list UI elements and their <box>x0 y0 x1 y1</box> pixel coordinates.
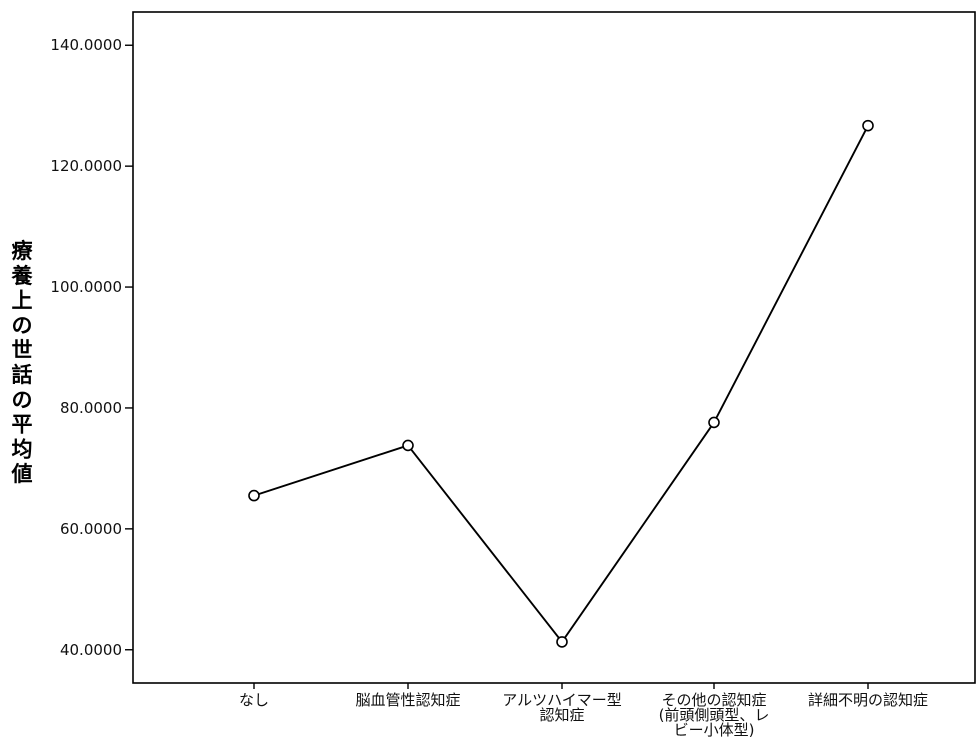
y-tick-label: 80.0000 <box>60 399 122 417</box>
y-axis-label-char: 上 <box>12 289 33 313</box>
y-axis-label-char: 値 <box>11 462 33 486</box>
y-axis-label-char: の <box>12 388 33 412</box>
y-tick-label: 40.0000 <box>60 641 122 659</box>
x-category-label: その他の認知症(前頭側頭型、レビー小体型) <box>659 691 770 739</box>
y-axis-label-char: 均 <box>12 437 33 461</box>
series-line <box>253 125 869 643</box>
y-axis-label-char: 世 <box>12 338 33 362</box>
x-category-label: なし <box>239 691 269 709</box>
y-axis-ticks: 40.0000 60.0000 80.0000 100.0000 120.0000 140… <box>50 36 133 659</box>
data-point-marker <box>708 416 720 429</box>
y-tick-label: 120.0000 <box>50 157 122 175</box>
y-tick-label: 100.0000 <box>50 278 122 296</box>
y-axis-label-char: 療 <box>12 239 34 263</box>
data-point-marker <box>248 489 260 502</box>
y-axis-label-char: 平 <box>12 413 33 437</box>
data-point-marker <box>862 119 874 132</box>
data-point-marker <box>556 636 568 648</box>
y-axis-label-char: 話 <box>12 363 33 387</box>
data-point-marker <box>402 439 414 452</box>
plot-area-frame <box>132 11 976 684</box>
x-category-label: 脳血管性認知症 <box>355 691 460 709</box>
y-axis-label-char: 養 <box>11 264 34 288</box>
x-category-label: アルツハイマー型認知症 <box>502 691 622 724</box>
x-axis-category-labels: なし 脳血管性認知症 アルツハイマー型認知症 その他の認知症(前頭側頭型、レビー小体型… <box>239 683 928 739</box>
y-axis-label-char: の <box>12 313 33 337</box>
x-category-label: 詳細不明の認知症 <box>808 691 928 709</box>
y-tick-label: 140.0000 <box>50 36 122 54</box>
y-tick-label: 60.0000 <box>60 520 122 538</box>
series-layer <box>248 119 874 648</box>
